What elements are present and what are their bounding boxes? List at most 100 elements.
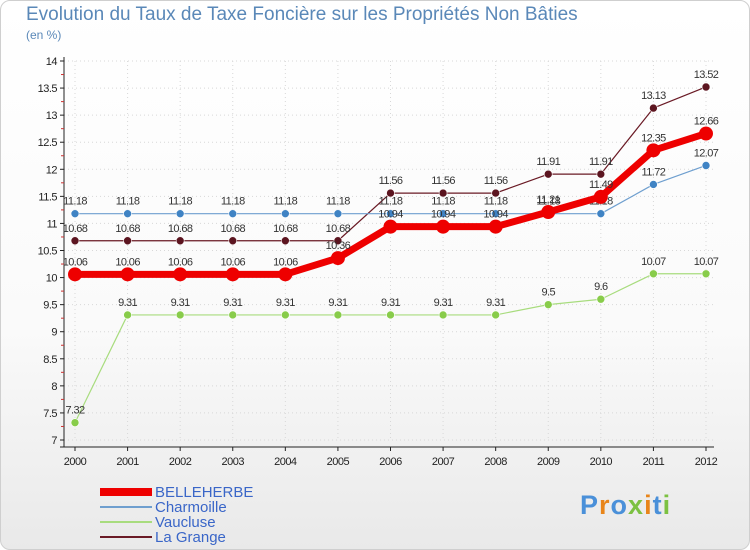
x-tick-label: 2010 (590, 456, 613, 468)
data-label-belleherbe: 10.94 (483, 209, 508, 221)
data-point-belleherbe (173, 267, 188, 282)
data-label-charmoille: 11.18 (168, 196, 192, 208)
data-point-la-grange (333, 236, 343, 246)
data-label-belleherbe: 10.06 (220, 256, 245, 268)
data-label-belleherbe: 10.06 (168, 256, 193, 268)
data-point-vaucluse (438, 310, 448, 320)
data-point-belleherbe (225, 267, 240, 282)
y-tick-label: 13.5 (38, 83, 58, 95)
data-label-charmoille: 11.18 (431, 196, 455, 208)
data-label-belleherbe: 11.21 (536, 194, 560, 206)
x-tick-label: 2009 (537, 456, 560, 468)
data-point-charmoille (386, 209, 395, 218)
data-label-la-grange: 10.68 (273, 223, 298, 235)
data-point-belleherbe (68, 267, 82, 282)
x-tick-label: 2002 (169, 456, 192, 468)
x-tick-label: 2004 (274, 456, 297, 468)
data-point-la-grange (228, 236, 238, 246)
data-point-vaucluse (596, 294, 606, 304)
data-point-vaucluse (175, 310, 185, 320)
data-point-charmoille (596, 209, 606, 218)
x-tick-label: 2011 (643, 456, 665, 468)
data-point-charmoille (491, 209, 500, 218)
data-label-belleherbe: 10.06 (115, 256, 140, 268)
y-tick-label: 10.5 (38, 246, 58, 258)
x-tick-label: 2008 (484, 456, 507, 468)
data-point-charmoille (175, 209, 185, 218)
legend-label-charmoille: Charmoille (155, 499, 227, 516)
data-label-la-grange: 10.68 (115, 223, 140, 235)
data-point-charmoille (281, 209, 290, 218)
x-tick-label: 2006 (379, 456, 402, 468)
data-label-vaucluse: 9.31 (434, 297, 453, 309)
data-label-la-grange: 10.68 (63, 223, 88, 235)
data-point-vaucluse (228, 310, 238, 320)
y-tick-label: 7.5 (43, 408, 57, 420)
data-point-vaucluse (649, 269, 658, 279)
data-label-vaucluse: 9.31 (118, 297, 137, 309)
y-tick-label: 13 (46, 110, 58, 122)
data-label-charmoille: 11.18 (116, 196, 140, 208)
data-point-la-grange (281, 236, 290, 246)
data-point-belleherbe (488, 219, 503, 234)
y-tick-label: 9 (51, 327, 57, 339)
data-point-vaucluse (386, 310, 395, 320)
data-label-charmoille: 12.07 (694, 147, 719, 159)
x-tick-label: 2001 (116, 456, 139, 468)
proxiti-logo: Proxiti (580, 490, 672, 520)
data-label-la-grange: 11.56 (431, 175, 455, 187)
data-label-charmoille: 11.18 (63, 196, 87, 208)
data-label-vaucluse: 9.31 (171, 297, 190, 309)
data-label-belleherbe: 10.36 (326, 240, 351, 252)
data-label-vaucluse: 7.32 (65, 405, 84, 417)
data-point-la-grange (701, 82, 711, 92)
data-label-la-grange: 13.52 (694, 69, 719, 81)
data-label-charmoille: 11.18 (536, 196, 560, 208)
data-point-belleherbe (436, 219, 451, 234)
data-point-la-grange (175, 236, 185, 246)
legend-label-vaucluse: Vaucluse (155, 514, 216, 531)
x-tick-label: 2003 (222, 456, 245, 468)
y-tick-label: 9.5 (43, 300, 57, 312)
data-point-charmoille (123, 209, 132, 218)
data-label-charmoille: 11.18 (326, 196, 350, 208)
data-point-vaucluse (491, 310, 500, 320)
data-label-vaucluse: 9.5 (542, 287, 556, 299)
data-label-vaucluse: 9.31 (328, 297, 347, 309)
data-point-charmoille (228, 209, 238, 218)
data-label-la-grange: 10.68 (326, 223, 351, 235)
data-label-vaucluse: 9.31 (276, 297, 295, 309)
y-tick-label: 11 (47, 218, 58, 230)
data-label-vaucluse: 9.31 (381, 297, 400, 309)
data-point-belleherbe (330, 251, 345, 266)
data-label-vaucluse: 9.31 (223, 297, 242, 309)
data-label-belleherbe: 10.06 (63, 256, 88, 268)
data-point-la-grange (123, 236, 132, 246)
data-point-charmoille (438, 209, 448, 218)
data-point-belleherbe (278, 267, 293, 282)
data-label-la-grange: 11.56 (379, 175, 403, 187)
data-point-belleherbe (541, 205, 556, 220)
data-label-charmoille: 11.18 (379, 196, 403, 208)
data-label-belleherbe: 12.35 (641, 132, 666, 144)
data-point-la-grange (438, 188, 448, 198)
legend-label-belleherbe: BELLEHERBE (155, 484, 254, 501)
data-point-charmoille (701, 161, 711, 170)
data-point-la-grange (649, 103, 658, 113)
data-label-charmoille: 11.18 (484, 196, 508, 208)
data-label-la-grange: 10.68 (220, 223, 245, 235)
data-point-charmoille (649, 180, 658, 189)
data-point-la-grange (543, 169, 553, 179)
x-tick-label: 2007 (432, 456, 455, 468)
data-label-belleherbe: 10.06 (273, 256, 298, 268)
data-point-charmoille (70, 209, 80, 218)
data-point-vaucluse (123, 310, 132, 320)
data-label-vaucluse: 9.31 (486, 297, 505, 309)
y-tick-label: 7 (51, 435, 57, 447)
data-point-belleherbe (120, 267, 135, 282)
x-tick-label: 2012 (695, 456, 718, 468)
data-point-vaucluse (70, 418, 80, 427)
data-label-belleherbe: 12.66 (694, 116, 719, 128)
data-point-la-grange (70, 236, 80, 246)
data-label-la-grange: 11.56 (484, 175, 508, 187)
